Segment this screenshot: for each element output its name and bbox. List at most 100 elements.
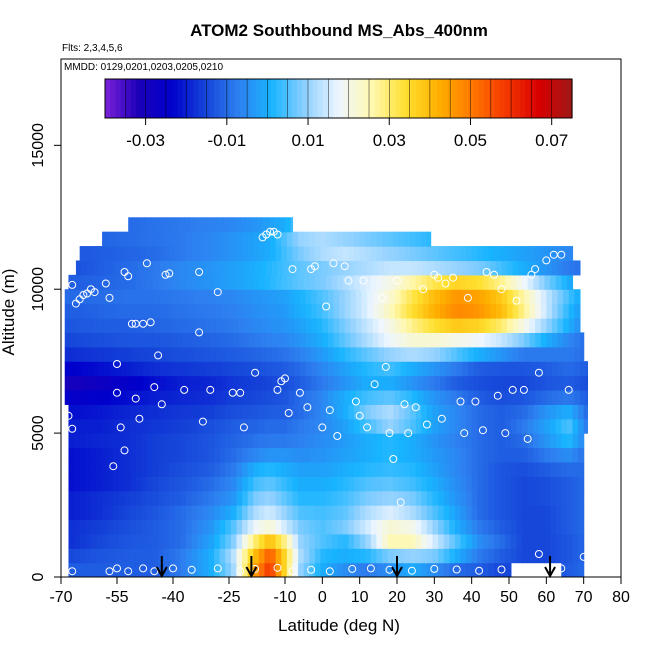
heatmap-cell (277, 346, 284, 362)
sample-points (64, 227, 588, 576)
heatmap-cell (64, 389, 71, 405)
heatmap-cell (154, 332, 161, 348)
heatmap-cell (271, 332, 279, 348)
heatmap-cell (253, 461, 260, 477)
heatmap-cell (421, 246, 428, 262)
heatmap-cell (107, 519, 114, 535)
heatmap-cell (219, 533, 226, 549)
heatmap-cell (219, 461, 226, 477)
heatmap-cell (516, 461, 523, 477)
heatmap-cell (103, 318, 111, 333)
heatmap-cell (535, 332, 542, 348)
heatmap-cell (337, 533, 344, 549)
heatmap-cell (320, 246, 327, 262)
heatmap-cell (454, 274, 462, 290)
heatmap-cell (477, 418, 484, 434)
heatmap-cell (398, 404, 406, 420)
heatmap-cell (378, 389, 385, 405)
heatmap-cell (350, 289, 357, 305)
heatmap-cell (434, 260, 441, 276)
heatmap-cell (68, 548, 75, 564)
colorbar-cell (561, 79, 568, 118)
heatmap-cell (193, 332, 200, 348)
heatmap-cell (516, 447, 523, 463)
heatmap-cell (378, 332, 385, 348)
heatmap-cell (283, 260, 290, 276)
heatmap-cell (522, 447, 529, 463)
heatmap-cell (135, 490, 142, 506)
heatmap-cell (314, 447, 322, 463)
heatmap-cell (342, 418, 350, 434)
heatmap-cell (361, 332, 368, 348)
heatmap-cell (187, 389, 195, 405)
chart-title: ATOM2 Southbound MS_Abs_400nm (190, 21, 488, 40)
heatmap-cell (523, 332, 531, 348)
heatmap-cell (197, 231, 204, 247)
heatmap-cell (337, 548, 344, 564)
heatmap-cell (184, 217, 191, 233)
heatmap-cell (376, 404, 383, 420)
heatmap-cell (107, 274, 114, 290)
heatmap-cell (512, 260, 519, 276)
heatmap-cell (555, 533, 562, 549)
heatmap-cell (79, 519, 86, 535)
heatmap-cell (96, 447, 103, 463)
heatmap-cell (533, 490, 540, 506)
heatmap-cell (130, 418, 137, 434)
heatmap-cell (221, 389, 228, 405)
heatmap-cell (215, 289, 223, 305)
heatmap-cell (102, 246, 109, 262)
heatmap-cell (118, 519, 126, 535)
colorbar-cell (156, 79, 163, 118)
heatmap-cell (96, 562, 103, 577)
heatmap-cell (107, 246, 114, 262)
heatmap-cell (227, 303, 234, 319)
heatmap-cell (406, 260, 413, 276)
heatmap-cell (473, 346, 480, 362)
heatmap-cell (449, 533, 456, 549)
heatmap-cell (176, 361, 183, 377)
heatmap-cell (529, 260, 536, 276)
heatmap-cell (320, 274, 327, 290)
heatmap-cell (118, 548, 126, 564)
heatmap-cell (199, 346, 206, 362)
heatmap-cell (314, 533, 322, 549)
heatmap-cell (348, 519, 355, 535)
heatmap-cell (135, 548, 142, 564)
heatmap-cell (501, 332, 508, 348)
heatmap-cell (137, 289, 144, 305)
heatmap-cell (92, 303, 99, 319)
heatmap-cell (85, 548, 92, 564)
heatmap-cell (557, 289, 564, 305)
sample-point (213, 564, 222, 573)
heatmap-cell (533, 447, 540, 463)
heatmap-cell (400, 289, 407, 305)
heatmap-cell (398, 231, 406, 247)
heatmap-cell (176, 346, 183, 362)
heatmap-cell (79, 274, 86, 290)
dates-label: MMDD: 0129,0201,0203,0205,0210 (64, 62, 223, 73)
heatmap-cell (98, 332, 105, 348)
heatmap-cell (316, 361, 323, 377)
heatmap-cell (550, 505, 557, 521)
heatmap-cell (370, 274, 378, 290)
heatmap-cell (378, 289, 385, 305)
heatmap-cell (495, 346, 503, 362)
heatmap-cell (309, 505, 316, 521)
heatmap-cell (255, 289, 262, 305)
heatmap-cell (180, 461, 187, 477)
heatmap-cell (490, 389, 497, 405)
heatmap-cell (410, 548, 417, 564)
heatmap-cell (495, 260, 503, 276)
heatmap-cell (113, 433, 120, 449)
heatmap-cell (544, 490, 551, 506)
heatmap-cell (107, 231, 114, 247)
heatmap-cell (305, 346, 312, 362)
heatmap-cell (522, 461, 529, 477)
heatmap-cell (421, 274, 428, 290)
heatmap-cell (398, 548, 406, 564)
colorbar-tick-label: -0.03 (126, 131, 165, 150)
heatmap-cell (370, 418, 378, 434)
heatmap-cell (152, 461, 159, 477)
heatmap-cell (271, 389, 279, 405)
